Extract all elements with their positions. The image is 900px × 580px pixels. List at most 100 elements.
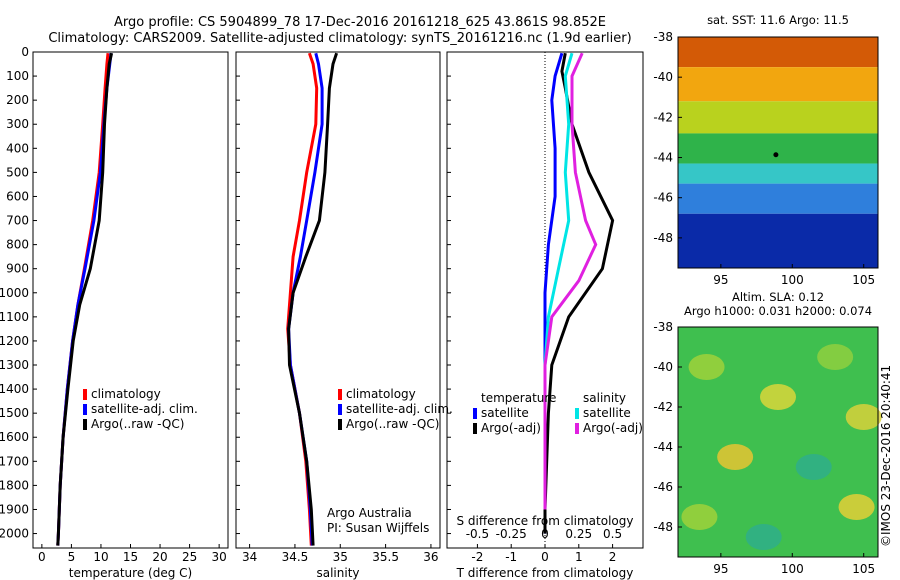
sla-anomaly <box>817 344 854 370</box>
y-tick-label: 800 <box>6 238 29 252</box>
map-y-tick-label: -42 <box>653 110 673 124</box>
sla-anomaly <box>745 524 782 550</box>
map-y-tick-label: -40 <box>653 360 673 374</box>
legend-swatch <box>338 419 342 430</box>
legend-swatch <box>83 389 87 400</box>
legend-swatch <box>83 419 87 430</box>
legend-label: climatology <box>91 387 161 401</box>
y-tick-label: 1900 <box>0 502 29 516</box>
legend-label: satellite-adj. clim. <box>91 402 198 416</box>
map-y-tick-label: -46 <box>653 191 673 205</box>
legend-swatch <box>338 389 342 400</box>
sla-anomaly <box>845 404 882 430</box>
legend-swatch <box>83 404 87 415</box>
map-x-tick-label: 105 <box>852 273 875 287</box>
series-line-climatology <box>56 53 110 546</box>
y-tick-label: 0 <box>21 45 29 59</box>
pi-label: PI: Susan Wijffels <box>327 521 429 535</box>
x2-tick-label: 0 <box>541 527 549 541</box>
y-tick-label: 1600 <box>0 430 29 444</box>
x-tick-label: 2 <box>609 550 617 564</box>
x-tick-label: 36 <box>423 550 438 564</box>
map-x-tick-label: 105 <box>852 562 875 576</box>
salinity-panel: 34 34.5 35 35.5 36 salinity climatologysatelli… <box>235 51 453 580</box>
x-tick-label: 34 <box>242 550 257 564</box>
y-tick-label: 200 <box>6 93 29 107</box>
map-frame <box>677 326 879 558</box>
y-tick-label: 1700 <box>0 454 29 468</box>
x-tick-label: 35.5 <box>372 550 399 564</box>
series-line-argo---raw--qc- <box>56 52 114 546</box>
legend-label: Argo(..raw -QC) <box>346 417 439 431</box>
sst-map-panel: -38 -40 -42 -44 -46 -48 95 100 105 sat. SST: 11.6… <box>653 13 879 287</box>
legend-swatch <box>473 423 477 434</box>
y-tick-label: 400 <box>6 141 29 155</box>
sst-band <box>678 163 878 184</box>
legend-label: Argo(-adj) <box>481 421 541 435</box>
x-tick-label: 10 <box>93 550 108 564</box>
sst-band <box>678 67 878 102</box>
series-line-satellite <box>543 52 574 510</box>
legend-swatch <box>473 408 477 419</box>
map-y-tick-label: -46 <box>653 480 673 494</box>
imos-stamp: ©IMOS 23-Dec-2016 20:40:41 <box>879 365 893 547</box>
y-tick-label: 1500 <box>0 406 29 420</box>
x-tick-label: 30 <box>211 550 226 564</box>
legend-label: Argo(-adj) <box>583 421 643 435</box>
legend-swatch <box>338 404 342 415</box>
map-x-tick-label: 100 <box>781 562 804 576</box>
y-tick-label: 1000 <box>0 286 29 300</box>
map-title: Altim. SLA: 0.12 <box>732 290 824 304</box>
temperature-panel: 0100200300400500600700800900100011001200… <box>0 45 229 580</box>
y-tick-label: 600 <box>6 189 29 203</box>
x-tick-label: 0 <box>541 550 549 564</box>
y-tick-label: 1200 <box>0 334 29 348</box>
sst-band <box>678 133 878 164</box>
x-tick-label: 25 <box>182 550 197 564</box>
y-tick-label: 300 <box>6 117 29 131</box>
x-axis-label: T difference from climatology <box>456 566 634 580</box>
x-tick-label: -1 <box>505 550 517 564</box>
x-axis-label: temperature (deg C) <box>69 566 192 580</box>
y-tick-label: 700 <box>6 214 29 228</box>
y-tick-label: 1100 <box>0 310 29 324</box>
map-x-tick-label: 95 <box>713 273 728 287</box>
legend-label: satellite-adj. clim. <box>346 402 453 416</box>
sla-anomaly <box>838 494 875 520</box>
legend-title-salinity: salinity <box>583 391 626 405</box>
y-tick-label: 900 <box>6 262 29 276</box>
map-y-tick-label: -48 <box>653 520 673 534</box>
legend-swatch <box>575 408 579 419</box>
sst-band <box>678 213 878 268</box>
x2-tick-label: -0.5 <box>466 527 489 541</box>
map-y-tick-label: -40 <box>653 70 673 84</box>
argo-position-marker <box>773 152 779 158</box>
sst-band <box>678 101 878 134</box>
series-line-argo--adj- <box>543 52 615 534</box>
plot-frame <box>235 51 441 549</box>
sla-map-panel: -38 -40 -42 -44 -46 -48 95 100 105 Altim. SLA: 0.… <box>653 290 882 576</box>
legend-label: satellite <box>583 406 631 420</box>
x-tick-label: 34.5 <box>282 550 309 564</box>
x-tick-label: 20 <box>152 550 167 564</box>
map-y-tick-label: -48 <box>653 231 673 245</box>
x-tick-label: 1 <box>575 550 583 564</box>
map-subtitle: Argo h1000: 0.031 h2000: 0.074 <box>684 304 872 318</box>
x-tick-label: 0 <box>38 550 46 564</box>
sla-anomaly <box>681 504 718 530</box>
y-tick-label: 100 <box>6 69 29 83</box>
sst-band <box>678 37 878 68</box>
map-y-tick-label: -44 <box>653 440 673 454</box>
sst-band <box>678 183 878 214</box>
credit-label: Argo Australia <box>327 506 412 520</box>
y-tick-label: 1400 <box>0 382 29 396</box>
x2-tick-label: -0.25 <box>496 527 527 541</box>
legend-label: Argo(..raw -QC) <box>91 417 184 431</box>
x-tick-label: -2 <box>471 550 483 564</box>
y-tick-label: 1300 <box>0 358 29 372</box>
sla-anomaly <box>795 454 832 480</box>
sla-anomaly <box>760 384 796 410</box>
map-y-tick-label: -38 <box>653 30 673 44</box>
x-tick-label: 15 <box>123 550 138 564</box>
